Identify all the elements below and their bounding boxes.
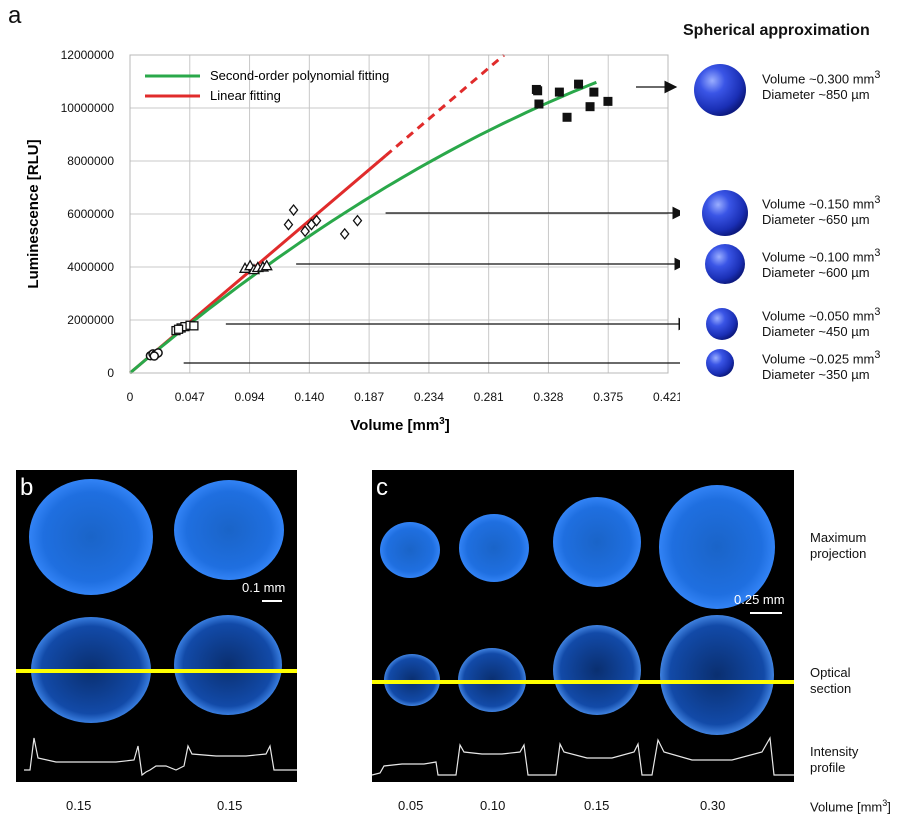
point-square-open — [189, 321, 199, 331]
sphere-0050 — [706, 308, 738, 340]
point-diamond — [300, 225, 310, 238]
sphere-label-0100: Volume ~0.100 mm3 Diameter ~600 µm — [762, 247, 881, 281]
row-label-projection: Maximum projection — [810, 530, 867, 561]
sphere-arrows — [183, 80, 680, 364]
point-square-filled — [589, 87, 599, 97]
c-volume-010: 0.10 — [480, 798, 506, 813]
c-projection-010 — [459, 514, 529, 582]
sphere-0100 — [705, 244, 745, 284]
row-label-section: Optical section — [810, 665, 852, 696]
y-tick-label: 8000000 — [67, 154, 114, 168]
point-triangle — [260, 259, 273, 271]
c-volume-030: 0.30 — [700, 798, 726, 813]
data-points — [145, 79, 613, 361]
panel-b-micrographs — [16, 479, 297, 777]
b-section-2 — [174, 615, 282, 715]
poly-fit-curve — [129, 80, 597, 375]
point-diamond — [288, 203, 299, 217]
c-scale-label: 0.25 mm — [734, 592, 785, 607]
point-square-filled — [554, 87, 564, 97]
sphere-0300 — [694, 64, 746, 116]
c-section-015 — [553, 625, 641, 715]
x-tick-label: 0.094 — [235, 390, 265, 404]
point-square-open — [173, 324, 184, 334]
x-tick-label: 0 — [127, 390, 134, 404]
y-tick-label: 6000000 — [67, 207, 114, 221]
point-square-filled — [585, 102, 595, 112]
c-volume-005: 0.05 — [398, 798, 424, 813]
spheres — [694, 64, 748, 377]
point-diamond — [339, 227, 350, 240]
point-square-filled — [562, 112, 572, 122]
x-tick-label: 0.047 — [175, 390, 205, 404]
point-circle — [149, 351, 160, 361]
luminescence-chart: 0 0.047 0.094 0.140 0.187 0.234 0.281 0.328 0.37… — [25, 48, 680, 434]
b-volume-1: 0.15 — [66, 798, 92, 813]
x-tick-label: 0.328 — [533, 390, 563, 404]
b-intensity-profile — [24, 737, 297, 777]
y-tick-label: 10000000 — [61, 101, 115, 115]
panel-a-letter: a — [8, 2, 22, 29]
c-projection-015 — [553, 497, 641, 587]
b-projection-2 — [174, 480, 284, 580]
c-volume-axis-label: Volume [mm3] — [810, 798, 891, 815]
point-square-filled — [533, 86, 543, 96]
row-label-profile: Intensity profile — [810, 744, 859, 775]
x-tick-label: 0.140 — [294, 390, 324, 404]
panel-c-letter: c — [376, 474, 388, 501]
panel-c-micrographs — [371, 485, 794, 776]
x-tick-label: 0.187 — [354, 390, 384, 404]
sphere-label-0150: Volume ~0.150 mm3 Diameter ~650 µm — [762, 194, 881, 228]
panel-b-letter: b — [20, 474, 34, 501]
sphere-0025 — [706, 349, 734, 377]
c-projection-005 — [380, 522, 440, 578]
x-tick-label: 0.234 — [414, 390, 444, 404]
point-diamond — [311, 214, 322, 227]
y-tick-label: 12000000 — [61, 48, 115, 62]
y-tick-label: 4000000 — [67, 260, 114, 274]
y-axis-label: Luminescence [RLU] — [25, 139, 42, 288]
c-intensity-profile — [371, 736, 794, 776]
sphere-title: Spherical approximation — [683, 22, 870, 39]
x-tick-label: 0.281 — [474, 390, 504, 404]
point-diamond — [283, 218, 294, 231]
point-square-filled — [534, 99, 544, 109]
sphere-label-0025: Volume ~0.025 mm3 Diameter ~350 µm — [762, 349, 881, 383]
plot-frame — [129, 54, 669, 374]
c-projection-030 — [659, 485, 775, 609]
panel-b-image: b 0.1 mm — [16, 470, 297, 782]
linear-fit-dashed — [384, 53, 505, 157]
point-square-filled — [603, 96, 613, 106]
y-tick-label: 0 — [107, 366, 114, 380]
sphere-label-0300: Volume ~0.300 mm3 Diameter ~850 µm — [762, 69, 881, 103]
y-tick-label: 2000000 — [67, 313, 114, 327]
b-scale-label: 0.1 mm — [242, 580, 286, 595]
x-tick-label: 0.375 — [593, 390, 623, 404]
point-square-filled — [574, 79, 584, 89]
x-axis-label: Volume [mm3] — [350, 416, 449, 434]
c-volume-015: 0.15 — [584, 798, 610, 813]
legend-label-linear: Linear fitting — [210, 88, 281, 103]
b-volume-2: 0.15 — [217, 798, 243, 813]
sphere-0150 — [702, 190, 748, 236]
x-tick-label: 0.421 — [653, 390, 680, 404]
legend-label-poly: Second-order polynomial fitting — [210, 68, 389, 83]
axis-ticks: 0 0.047 0.094 0.140 0.187 0.234 0.281 0.328 0.37… — [61, 48, 680, 404]
sphere-label-0050: Volume ~0.050 mm3 Diameter ~450 µm — [762, 306, 881, 340]
b-projection-1 — [29, 479, 153, 595]
c-section-030 — [660, 615, 774, 735]
point-diamond — [352, 214, 363, 227]
panel-c-image: c 0.25 mm — [371, 470, 794, 782]
chart-legend: Second-order polynomial fitting Linear f… — [145, 68, 389, 103]
